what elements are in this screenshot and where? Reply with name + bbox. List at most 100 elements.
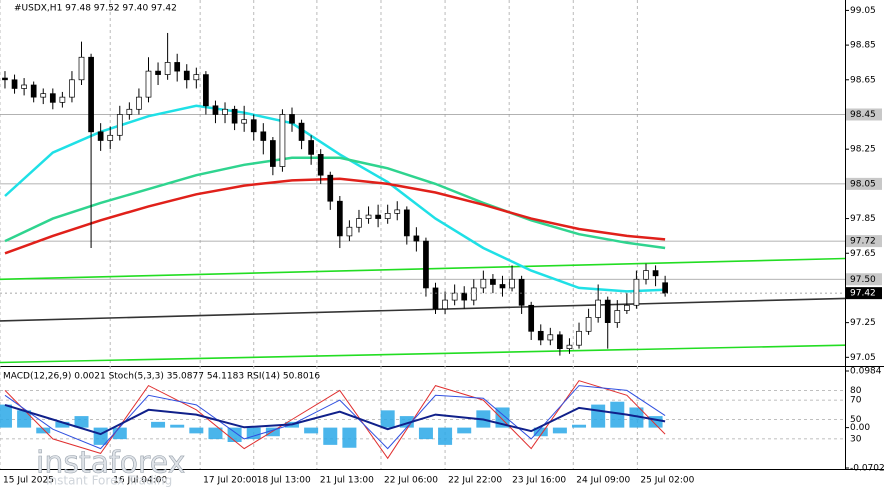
candle-body xyxy=(423,240,429,289)
level-box xyxy=(846,273,882,286)
macd-bar xyxy=(36,427,51,434)
x-tick-label: 15 Jul 2025 xyxy=(3,476,54,486)
candle-body xyxy=(394,209,401,214)
candle-body xyxy=(604,299,611,323)
candle-body xyxy=(88,56,94,133)
x-tick-label: 18 Jul 13:00 xyxy=(257,476,311,486)
candle-body xyxy=(145,70,152,98)
watermark-brand: instaforex xyxy=(36,446,185,481)
y-tick-label: 97.65 xyxy=(850,249,876,259)
candle-body xyxy=(49,93,56,103)
y-tick-label: 97.25 xyxy=(850,318,876,328)
indicator-line xyxy=(4,385,666,450)
candle-body xyxy=(384,213,391,219)
macd-bar xyxy=(418,427,433,440)
level-label: 98.05 xyxy=(850,179,876,189)
price-box xyxy=(846,287,882,300)
candle-body xyxy=(136,96,142,110)
candle-body xyxy=(652,270,659,277)
macd-bar xyxy=(629,407,644,428)
y2-tick-label: 80 xyxy=(850,386,862,396)
level-box xyxy=(846,235,882,248)
candle-body xyxy=(250,119,257,133)
candle-body xyxy=(557,334,563,350)
candle-body xyxy=(346,226,353,237)
candle-body xyxy=(365,214,372,219)
candle-body xyxy=(260,131,267,141)
candle-body xyxy=(432,287,439,310)
candle-body xyxy=(107,134,114,141)
macd-bar xyxy=(572,424,587,428)
macd-bar xyxy=(591,404,606,428)
candle-body xyxy=(241,119,248,124)
candle-body xyxy=(509,278,515,289)
candle-body xyxy=(40,93,47,98)
macd-bar xyxy=(55,421,70,428)
y-tick-label: 0.00 xyxy=(850,423,870,433)
candle-body xyxy=(442,299,448,310)
candle-body xyxy=(164,62,171,75)
y-tick-label: 0.0984 xyxy=(850,367,882,377)
candle-body xyxy=(547,334,554,341)
candle-body xyxy=(480,278,487,289)
candle-body xyxy=(499,284,506,289)
candle-body xyxy=(576,330,582,346)
macd-bar xyxy=(648,416,663,428)
candle-body xyxy=(30,84,37,98)
y2-tick-label: 30 xyxy=(850,434,862,444)
x-tick-label: 24 Jul 09:00 xyxy=(576,476,630,486)
macd-bar xyxy=(438,427,453,445)
x-tick-label: 22 Jul 06:00 xyxy=(384,476,438,486)
candle-body xyxy=(585,317,592,332)
x-tick-label: 23 Jul 16:00 xyxy=(512,476,566,486)
y-tick-label: 98.25 xyxy=(850,145,876,155)
macd-bar xyxy=(74,416,89,428)
candle-body xyxy=(614,310,621,323)
y-tick-label: 97.05 xyxy=(850,353,876,363)
candle-body xyxy=(183,70,190,81)
indicator-line xyxy=(4,403,666,436)
candle-body xyxy=(203,74,209,107)
candle-body xyxy=(193,74,200,81)
candle-body xyxy=(308,140,314,155)
x-tick-label: 17 Jul 20:00 xyxy=(203,476,257,486)
trend-line xyxy=(0,297,846,322)
candle-body xyxy=(11,79,18,89)
macd-bar xyxy=(552,427,567,434)
candle-body xyxy=(595,299,602,318)
macd-bar xyxy=(533,427,548,437)
macd-bar xyxy=(399,416,414,428)
y2-tick-label: 70 xyxy=(850,396,862,406)
macd-bar xyxy=(342,427,357,448)
macd-bar xyxy=(265,427,280,437)
candle-body xyxy=(413,235,420,242)
macd-bar xyxy=(170,424,185,428)
candle-body xyxy=(375,214,381,219)
macd-bar xyxy=(304,427,319,434)
chart-title: #USDX,H1 97.48 97.52 97.40 97.42 xyxy=(14,4,177,14)
candle-body xyxy=(279,114,286,167)
macd-bar xyxy=(457,427,472,434)
moving-average xyxy=(4,156,666,250)
macd-bar xyxy=(380,410,395,428)
candle-body xyxy=(155,70,161,75)
candle-body xyxy=(528,304,535,332)
candle-body xyxy=(2,77,8,81)
trend-line xyxy=(0,344,846,364)
macd-bar xyxy=(323,427,338,445)
candle-body xyxy=(97,131,104,141)
candle-body xyxy=(537,330,544,341)
y-tick-label: 99.05 xyxy=(850,6,876,16)
indicator-title: MACD(12,26,9) 0.0021 Stoch(5,3,3) 35.087… xyxy=(3,372,320,382)
candle-body xyxy=(289,114,295,124)
trend-line xyxy=(0,257,846,281)
x-tick-label: 22 Jul 22:00 xyxy=(448,476,502,486)
candle-body xyxy=(566,344,573,350)
candle-body xyxy=(317,154,324,176)
x-tick-label: 16 Jul 04:00 xyxy=(113,476,167,486)
candle-body xyxy=(403,209,410,237)
x-tick-label: 21 Jul 13:00 xyxy=(320,476,374,486)
candle-body xyxy=(59,96,66,103)
candle-body xyxy=(356,218,362,228)
